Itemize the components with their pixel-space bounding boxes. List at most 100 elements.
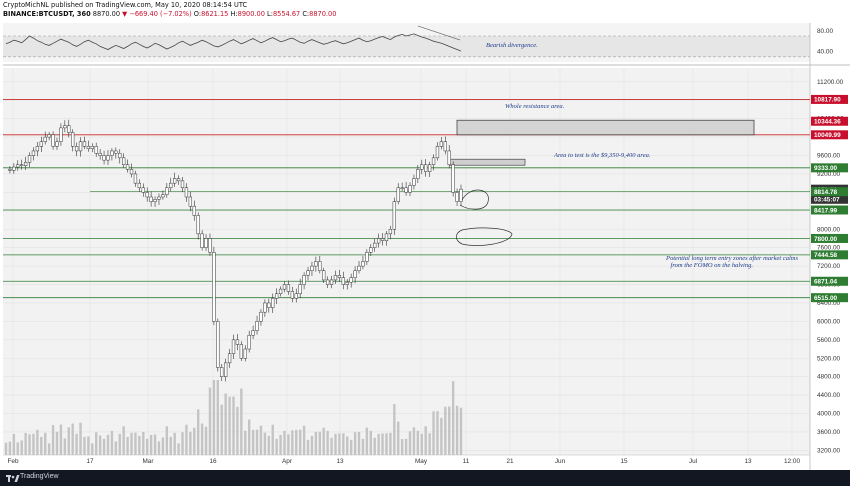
candle-body bbox=[161, 195, 164, 197]
volume-bar bbox=[138, 436, 140, 455]
volume-bar bbox=[130, 433, 132, 455]
footer-brand: TradingView bbox=[20, 473, 59, 480]
candle-body bbox=[440, 142, 443, 147]
candle-body bbox=[220, 367, 223, 376]
candle-body bbox=[240, 344, 243, 358]
volume-bar bbox=[79, 423, 81, 455]
volume-bar bbox=[283, 431, 285, 455]
candle-body bbox=[79, 142, 82, 151]
y-tick-label: 5600.00 bbox=[817, 337, 841, 344]
price-label-10: 6871.04 bbox=[814, 279, 838, 286]
volume-bar bbox=[240, 389, 242, 455]
candle-body bbox=[71, 133, 74, 147]
candle-body bbox=[413, 179, 416, 186]
volume-bar bbox=[122, 426, 124, 455]
volume-bar bbox=[142, 432, 144, 455]
y-tick-label: 4000.00 bbox=[817, 411, 841, 418]
volume-bar bbox=[95, 432, 97, 455]
candle-body bbox=[40, 142, 43, 147]
candle-body bbox=[173, 179, 176, 184]
candle-body bbox=[295, 294, 298, 299]
candle-body bbox=[381, 238, 384, 240]
volume-bar bbox=[291, 430, 293, 455]
volume-bar bbox=[170, 437, 172, 455]
volume-bar bbox=[217, 380, 219, 455]
candle-body bbox=[24, 162, 27, 165]
volume-bar bbox=[56, 432, 58, 455]
y-tick-label: 5200.00 bbox=[817, 355, 841, 362]
price-label-1: 10344.36 bbox=[814, 119, 841, 126]
volume-bar bbox=[185, 425, 187, 455]
test-area-box bbox=[450, 159, 525, 165]
volume-bar bbox=[303, 426, 305, 455]
candle-body bbox=[12, 167, 15, 170]
annotation-entry-zones-1: Potential long term entry zones after ma… bbox=[665, 255, 798, 262]
price-label-9: 7444.58 bbox=[814, 252, 838, 259]
x-tick-label: 11 bbox=[463, 458, 470, 465]
rsi-tick-label: 40.00 bbox=[817, 49, 833, 56]
candle-body bbox=[126, 165, 129, 170]
volume-bar bbox=[5, 443, 7, 455]
candle-body bbox=[326, 280, 329, 285]
candle-body bbox=[354, 271, 357, 278]
candle-body bbox=[287, 285, 290, 292]
volume-bar bbox=[428, 433, 430, 455]
volume-bar bbox=[32, 434, 34, 455]
price-label-5: 03:45:07 bbox=[814, 197, 840, 204]
candle-body bbox=[103, 156, 106, 161]
candle-body bbox=[150, 197, 153, 202]
volume-bar bbox=[381, 433, 383, 455]
candle-body bbox=[452, 165, 455, 193]
volume-bar bbox=[28, 434, 30, 455]
volume-bar bbox=[83, 437, 85, 455]
volume-bar bbox=[252, 430, 254, 455]
candle-body bbox=[56, 142, 59, 147]
volume-bar bbox=[52, 425, 54, 455]
candle-body bbox=[75, 146, 78, 151]
volume-bar bbox=[374, 438, 376, 455]
price-label-11: 6515.00 bbox=[814, 295, 838, 302]
volume-bar bbox=[44, 433, 46, 455]
volume-bar bbox=[385, 433, 387, 455]
price-label-6: 8814.78 bbox=[814, 189, 838, 196]
volume-bar bbox=[460, 408, 462, 455]
candle-body bbox=[189, 197, 192, 206]
volume-bar bbox=[36, 430, 38, 455]
candle-body bbox=[165, 188, 168, 195]
volume-bar bbox=[224, 394, 226, 455]
y-tick-label: 8000.00 bbox=[817, 226, 841, 233]
volume-bar bbox=[319, 432, 321, 455]
resistance-area-box bbox=[457, 120, 754, 135]
y-tick-label: 3200.00 bbox=[817, 447, 841, 454]
volume-bar bbox=[401, 439, 403, 455]
candle-body bbox=[283, 285, 286, 290]
x-tick-label: 16 bbox=[209, 458, 217, 465]
volume-bar bbox=[48, 443, 50, 455]
y-tick-label: 3600.00 bbox=[817, 429, 841, 436]
candle-body bbox=[330, 280, 333, 285]
volume-bar bbox=[358, 432, 360, 455]
candle-body bbox=[424, 165, 427, 172]
price-label-2: 10049.99 bbox=[814, 132, 841, 139]
candle-body bbox=[177, 179, 180, 181]
footer-bar: TradingView bbox=[0, 470, 850, 486]
y-tick-label: 6000.00 bbox=[817, 318, 841, 325]
candle-body bbox=[111, 151, 114, 156]
candle-body bbox=[197, 215, 200, 233]
volume-bar bbox=[119, 434, 121, 455]
volume-bar bbox=[366, 428, 368, 455]
candle-body bbox=[307, 271, 310, 276]
candle-body bbox=[224, 363, 227, 377]
volume-bar bbox=[99, 435, 101, 455]
volume-bar bbox=[421, 434, 423, 455]
candle-body bbox=[420, 165, 423, 170]
x-tick-label: Feb bbox=[7, 458, 18, 465]
volume-bar bbox=[432, 411, 434, 455]
candle-body bbox=[436, 146, 439, 158]
annotation-entry-zones-2: from the FOMO on the halving. bbox=[671, 262, 754, 269]
annotation-test-area: Area to test is the $9,350-9,400 area. bbox=[553, 152, 651, 159]
volume-bar bbox=[413, 427, 415, 455]
volume-bar bbox=[103, 439, 105, 455]
volume-bar bbox=[228, 397, 230, 455]
